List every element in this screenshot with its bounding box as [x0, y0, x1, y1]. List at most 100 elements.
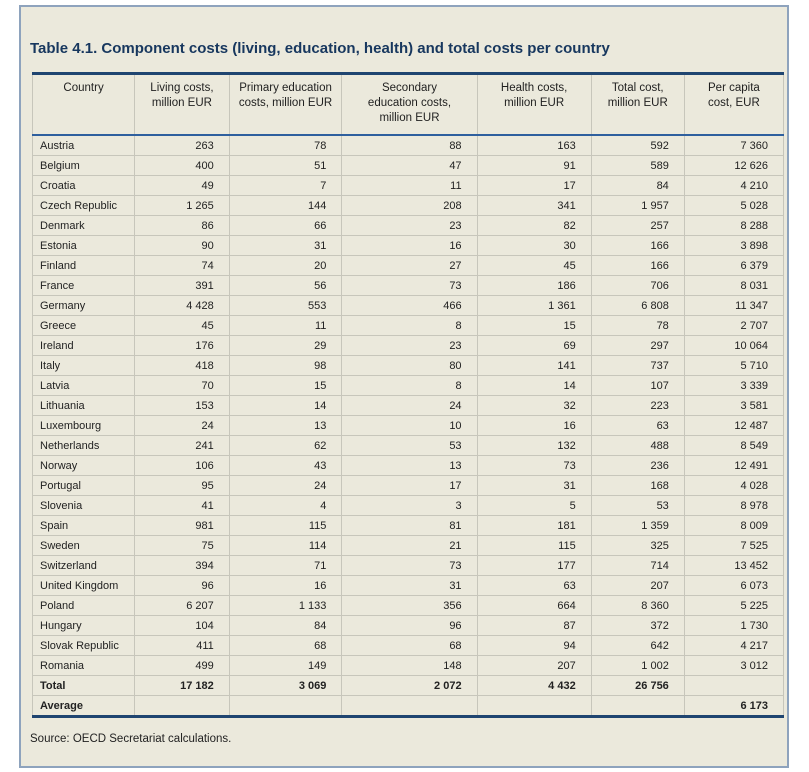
value-cell: 15 — [228, 374, 343, 396]
value-cell: 17 — [476, 174, 592, 196]
value-cell: 104 — [134, 614, 230, 636]
value-cell: 3 — [341, 494, 478, 516]
value-cell: 10 064 — [683, 334, 785, 356]
value-cell: 4 210 — [683, 174, 785, 196]
table-row: Slovak Republic 411 68 68 94 642 4 217 — [31, 634, 785, 656]
value-cell: 4 217 — [683, 634, 785, 656]
data-table: Country Living costs, million EUR Primar… — [31, 72, 785, 718]
value-cell: 8 009 — [683, 514, 785, 536]
country-cell: Italy — [31, 354, 136, 376]
table-row: Ireland 176 29 23 69 297 10 064 — [31, 334, 785, 356]
value-cell: 3 012 — [683, 654, 785, 676]
table-row: Luxembourg 24 13 10 16 63 12 487 — [31, 414, 785, 436]
value-cell: 132 — [476, 434, 592, 456]
country-cell: Austria — [31, 134, 136, 156]
value-cell: 14 — [476, 374, 592, 396]
value-cell: 66 — [228, 214, 343, 236]
value-cell: 168 — [590, 474, 685, 496]
value-cell: 208 — [341, 194, 478, 216]
table-row: Greece 45 11 8 15 78 2 707 — [31, 314, 785, 336]
value-cell: 981 — [134, 514, 230, 536]
value-cell: 51 — [228, 154, 343, 176]
value-cell: 32 — [476, 394, 592, 416]
country-cell: Total — [31, 674, 136, 696]
value-cell: 3 581 — [683, 394, 785, 416]
value-cell: 87 — [476, 614, 592, 636]
value-cell: 30 — [476, 234, 592, 256]
value-cell: 73 — [341, 274, 478, 296]
average-row: Average 6 173 — [31, 694, 785, 718]
value-cell: 6 808 — [590, 294, 685, 316]
source-note: Source: OECD Secretariat calculations. — [30, 732, 232, 745]
value-cell: 207 — [590, 574, 685, 596]
value-cell: 16 — [476, 414, 592, 436]
table-row: Denmark 86 66 23 82 257 8 288 — [31, 214, 785, 236]
value-cell: 13 452 — [683, 554, 785, 576]
value-cell: 73 — [341, 554, 478, 576]
column-header-secondary-education: Secondary education costs, million EUR — [341, 72, 478, 136]
value-cell: 589 — [590, 154, 685, 176]
value-cell: 63 — [476, 574, 592, 596]
value-cell: 5 225 — [683, 594, 785, 616]
value-cell: 12 626 — [683, 154, 785, 176]
value-cell: 706 — [590, 274, 685, 296]
value-cell: 3 339 — [683, 374, 785, 396]
value-cell: 21 — [341, 534, 478, 556]
value-cell: 553 — [228, 294, 343, 316]
value-cell: 5 028 — [683, 194, 785, 216]
value-cell — [228, 694, 343, 718]
value-cell: 263 — [134, 134, 230, 156]
value-cell: 1 133 — [228, 594, 343, 616]
country-cell: Belgium — [31, 154, 136, 176]
value-cell: 69 — [476, 334, 592, 356]
value-cell: 107 — [590, 374, 685, 396]
value-cell: 1 002 — [590, 654, 685, 676]
table-title: Table 4.1. Component costs (living, educ… — [30, 40, 610, 57]
value-cell: 24 — [341, 394, 478, 416]
value-cell: 186 — [476, 274, 592, 296]
value-cell: 23 — [341, 334, 478, 356]
country-cell: Portugal — [31, 474, 136, 496]
value-cell: 8 — [341, 314, 478, 336]
table-row: Sweden 75 114 21 115 325 7 525 — [31, 534, 785, 556]
value-cell: 148 — [341, 654, 478, 676]
value-cell: 106 — [134, 454, 230, 476]
value-cell: 17 182 — [134, 674, 230, 696]
value-cell: 12 491 — [683, 454, 785, 476]
value-cell: 2 707 — [683, 314, 785, 336]
value-cell: 11 — [341, 174, 478, 196]
value-cell: 68 — [341, 634, 478, 656]
value-cell: 372 — [590, 614, 685, 636]
value-cell: 70 — [134, 374, 230, 396]
country-cell: Spain — [31, 514, 136, 536]
value-cell: 144 — [228, 194, 343, 216]
value-cell: 341 — [476, 194, 592, 216]
country-cell: Latvia — [31, 374, 136, 396]
value-cell — [590, 694, 685, 718]
value-cell: 47 — [341, 154, 478, 176]
value-cell: 394 — [134, 554, 230, 576]
value-cell: 53 — [590, 494, 685, 516]
table-row: Finland 74 20 27 45 166 6 379 — [31, 254, 785, 276]
table-row: Austria 263 78 88 163 592 7 360 — [31, 134, 785, 156]
value-cell: 68 — [228, 634, 343, 656]
value-cell: 88 — [341, 134, 478, 156]
country-cell: Switzerland — [31, 554, 136, 576]
value-cell: 31 — [341, 574, 478, 596]
country-cell: Lithuania — [31, 394, 136, 416]
value-cell: 5 710 — [683, 354, 785, 376]
value-cell: 499 — [134, 654, 230, 676]
country-cell: Croatia — [31, 174, 136, 196]
table-row: Switzerland 394 71 73 177 714 13 452 — [31, 554, 785, 576]
country-cell: Norway — [31, 454, 136, 476]
value-cell: 63 — [590, 414, 685, 436]
value-cell: 81 — [341, 514, 478, 536]
column-header-primary-education: Primary education costs, million EUR — [228, 72, 343, 136]
value-cell: 4 028 — [683, 474, 785, 496]
table-row: Belgium 400 51 47 91 589 12 626 — [31, 154, 785, 176]
value-cell: 13 — [228, 414, 343, 436]
table-row: Poland 6 207 1 133 356 664 8 360 5 225 — [31, 594, 785, 616]
value-cell: 74 — [134, 254, 230, 276]
value-cell: 2 072 — [341, 674, 478, 696]
value-cell — [476, 694, 592, 718]
